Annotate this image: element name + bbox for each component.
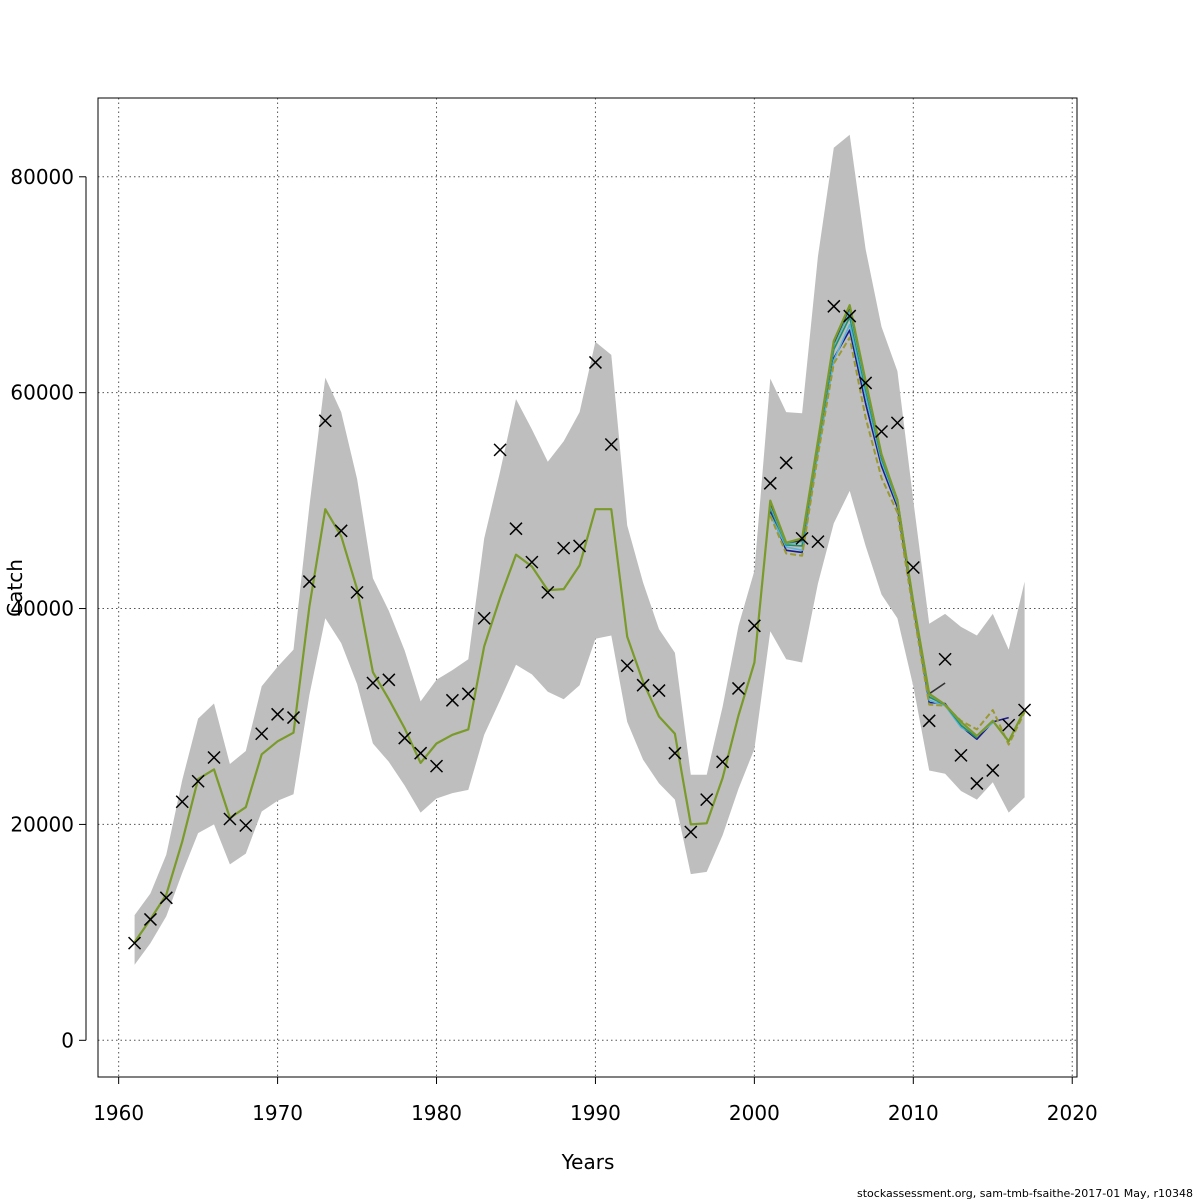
observed-point: [461, 687, 475, 701]
observed-point: [398, 731, 412, 745]
observed-point: [922, 714, 936, 728]
observed-point: [954, 748, 968, 762]
observed-point: [716, 755, 730, 769]
observed-point: [827, 299, 841, 313]
observed-point: [175, 795, 189, 809]
observed-point: [700, 793, 714, 807]
observed-point: [795, 531, 809, 545]
x-tick-label: 1970: [252, 1101, 303, 1125]
series-lines: [133, 304, 1026, 943]
observed-point: [747, 619, 761, 633]
observed-point: [573, 539, 587, 553]
axes: 1960 1970 1980 1990 2000 2010 2020 0 20000 40000 6…: [10, 165, 1097, 1125]
observed-point: [843, 309, 857, 323]
observed-point: [970, 776, 984, 790]
observed-point: [445, 693, 459, 707]
observed-point: [779, 456, 793, 470]
observed-point: [890, 416, 904, 430]
observed-point: [477, 611, 491, 625]
observed-point: [414, 746, 428, 760]
observed-point: [874, 424, 889, 439]
x-tick-label: 2000: [729, 1101, 780, 1125]
observed-point: [1002, 718, 1016, 732]
observed-point: [509, 522, 523, 536]
y-tick-label: 60000: [10, 381, 74, 405]
y-tick-label: 0: [61, 1028, 74, 1052]
x-tick-label: 1980: [411, 1101, 462, 1125]
observed-point: [286, 711, 301, 725]
observed-point: [684, 825, 698, 839]
y-axis-title: Catch: [3, 559, 27, 617]
y-tick-label: 40000: [10, 597, 74, 621]
observed-point: [207, 750, 221, 765]
observed-point: [906, 561, 920, 575]
observed-point: [604, 437, 618, 452]
series-line-retro: [769, 336, 1026, 746]
grid: [98, 98, 1077, 1077]
y-tick-label: 20000: [10, 812, 74, 836]
x-tick-label: 2020: [1047, 1101, 1098, 1125]
footer-caption: stockassessment.org, sam-tmb-fsaithe-201…: [857, 1187, 1193, 1200]
observed-point: [811, 535, 825, 549]
observed-point: [255, 727, 269, 741]
observed-point: [366, 676, 380, 690]
observed-point: [588, 355, 602, 369]
observed-point: [382, 673, 396, 687]
y-tick-label: 80000: [10, 165, 74, 189]
observed-point: [128, 936, 142, 950]
observed-point: [986, 763, 1000, 777]
series-line-fit: [133, 304, 1026, 943]
observed-point: [271, 707, 285, 721]
observed-point: [350, 585, 364, 599]
observed-point: [557, 541, 571, 555]
x-tick-label: 2010: [888, 1101, 939, 1125]
observed-point: [731, 681, 746, 695]
observed-point: [191, 774, 205, 788]
x-tick-label: 1990: [570, 1101, 621, 1125]
x-tick-label: 1960: [93, 1101, 144, 1125]
observed-point: [636, 678, 650, 692]
observed-points: [128, 299, 1032, 950]
observed-point: [763, 476, 777, 490]
band-area: [134, 134, 1025, 965]
observed-point: [620, 659, 634, 673]
observed-point: [493, 443, 507, 457]
observed-point: [525, 555, 539, 569]
observed-point: [159, 891, 173, 905]
observed-point: [223, 812, 237, 826]
observed-point: [334, 524, 348, 538]
x-axis-title: Years: [561, 1150, 615, 1174]
observed-point: [938, 652, 952, 666]
observed-point: [668, 746, 682, 760]
confidence-band: [134, 134, 1025, 965]
observed-point: [1018, 703, 1032, 717]
observed-point: [239, 818, 253, 833]
observed-point: [652, 684, 666, 698]
observed-point: [302, 575, 316, 589]
observed-point: [318, 414, 332, 428]
observed-point: [143, 912, 157, 926]
observed-point: [859, 376, 873, 390]
observed-point: [429, 759, 444, 773]
observed-point: [541, 585, 555, 599]
